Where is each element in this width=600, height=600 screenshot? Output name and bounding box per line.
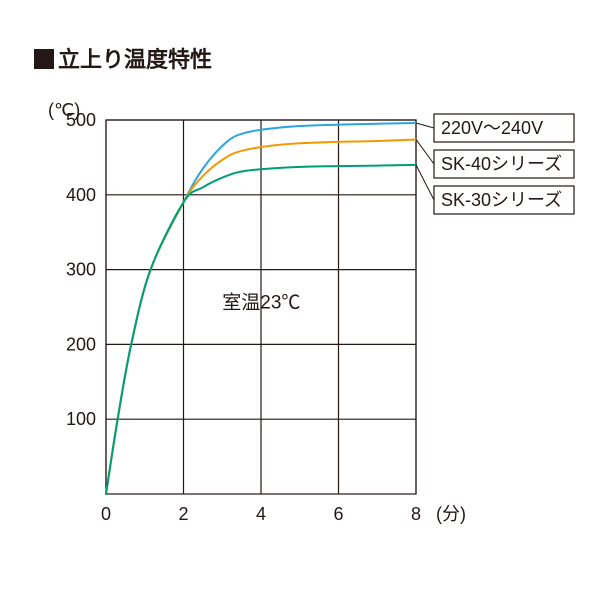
series-label: SK-40シリーズ xyxy=(441,154,562,174)
x-tick: 2 xyxy=(178,504,188,524)
leader-line xyxy=(416,165,434,200)
title-square-icon xyxy=(34,49,54,69)
y-tick: 200 xyxy=(66,334,96,354)
y-tick: 100 xyxy=(66,409,96,429)
x-tick: 8 xyxy=(411,504,421,524)
y-axis-label: (℃) xyxy=(48,100,80,120)
chart-title: 立上り温度特性 xyxy=(58,47,212,72)
leader-line xyxy=(416,139,434,164)
x-tick: 6 xyxy=(333,504,343,524)
x-tick: 0 xyxy=(101,504,111,524)
x-tick: 4 xyxy=(256,504,266,524)
x-axis-label: (分) xyxy=(436,504,466,524)
leader-line xyxy=(416,123,434,128)
series-label: SK-30シリーズ xyxy=(441,190,562,210)
y-tick: 300 xyxy=(66,260,96,280)
room-temp-label: 室温23℃ xyxy=(222,291,300,313)
y-tick: 400 xyxy=(66,185,96,205)
chart-area: 02468100200300400500(℃)(分)室温23℃220V〜240V… xyxy=(18,96,582,566)
series-label: 220V〜240V xyxy=(441,118,543,138)
